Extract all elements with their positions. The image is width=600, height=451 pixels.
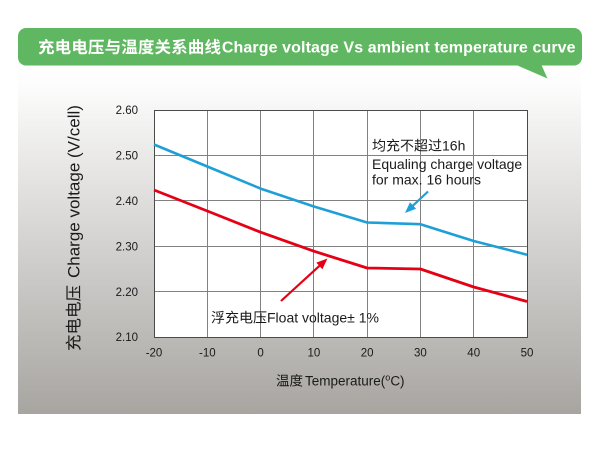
svg-text:Equaling charge voltage: Equaling charge voltage [372,156,522,172]
svg-text:Charge voltage Vs ambient temp: Charge voltage Vs ambient temperature cu… [222,40,576,57]
svg-text:16h: 16h [442,138,465,154]
svg-text:2.60: 2.60 [116,105,138,117]
svg-text:for max. 16 hours: for max. 16 hours [372,172,481,188]
svg-text:20: 20 [361,348,374,360]
svg-text:Float voltage± 1%: Float voltage± 1% [267,310,379,326]
svg-text:2.50: 2.50 [116,151,138,163]
svg-text:30: 30 [414,348,427,360]
svg-text:2.30: 2.30 [116,241,138,253]
svg-text:50: 50 [521,348,534,360]
svg-text:0: 0 [257,348,263,360]
svg-text:-20: -20 [146,348,163,360]
svg-text:2.20: 2.20 [116,287,138,299]
svg-text:2.40: 2.40 [116,196,138,208]
svg-text:40: 40 [467,348,480,360]
svg-text:-10: -10 [199,348,216,360]
svg-text:10: 10 [308,348,321,360]
svg-text:Charge voltage (V/cell): Charge voltage (V/cell) [65,105,84,278]
svg-text:2.10: 2.10 [116,332,138,344]
svg-text:Temperature(oC): Temperature(oC) [305,373,405,389]
